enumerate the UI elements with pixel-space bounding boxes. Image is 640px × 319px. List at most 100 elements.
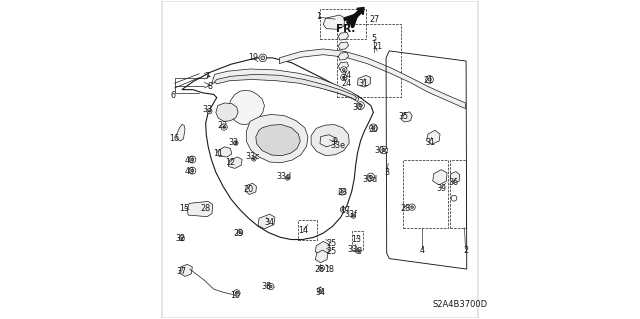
Circle shape	[191, 169, 193, 172]
Polygon shape	[320, 135, 335, 147]
Circle shape	[340, 67, 347, 73]
Text: 32: 32	[175, 234, 186, 243]
Text: 5: 5	[371, 34, 376, 43]
Text: 21: 21	[423, 76, 433, 85]
Text: 21: 21	[372, 42, 383, 51]
Circle shape	[223, 126, 225, 128]
Circle shape	[342, 209, 344, 211]
Circle shape	[189, 167, 196, 174]
Polygon shape	[316, 241, 330, 256]
Circle shape	[339, 189, 346, 195]
Text: 34: 34	[315, 288, 325, 297]
Text: 28: 28	[400, 204, 410, 213]
Polygon shape	[177, 124, 185, 141]
Text: 24: 24	[341, 79, 351, 88]
Circle shape	[411, 206, 413, 208]
Polygon shape	[279, 49, 465, 109]
Polygon shape	[433, 170, 447, 185]
Bar	[403, 160, 448, 228]
Polygon shape	[339, 42, 349, 50]
Circle shape	[253, 158, 255, 160]
Polygon shape	[245, 183, 257, 195]
Text: 36: 36	[449, 178, 458, 187]
Text: 40: 40	[184, 156, 194, 165]
Circle shape	[382, 148, 385, 152]
Text: 1: 1	[316, 12, 321, 21]
Circle shape	[367, 173, 374, 181]
Circle shape	[317, 287, 323, 293]
Polygon shape	[311, 124, 349, 156]
Text: 27: 27	[369, 15, 380, 24]
Circle shape	[234, 141, 238, 145]
Circle shape	[340, 74, 347, 81]
Circle shape	[237, 230, 243, 235]
Text: 30d: 30d	[363, 175, 378, 184]
Text: 40: 40	[184, 167, 194, 176]
Circle shape	[340, 207, 346, 212]
Text: 26: 26	[314, 264, 324, 274]
Circle shape	[342, 69, 345, 71]
Polygon shape	[339, 52, 349, 60]
Bar	[298, 220, 317, 240]
Circle shape	[409, 204, 415, 210]
Circle shape	[261, 56, 265, 60]
Text: 30: 30	[369, 125, 378, 134]
Circle shape	[341, 191, 344, 193]
Text: 33f: 33f	[345, 210, 358, 219]
Circle shape	[451, 196, 457, 201]
Text: 38: 38	[262, 282, 271, 291]
Text: 30: 30	[353, 103, 362, 112]
Text: 25: 25	[326, 247, 336, 256]
Polygon shape	[339, 62, 349, 70]
Polygon shape	[450, 172, 460, 183]
Circle shape	[351, 214, 356, 218]
Bar	[352, 231, 363, 250]
Text: 6: 6	[171, 92, 176, 100]
Bar	[337, 24, 401, 97]
Text: 25: 25	[326, 239, 336, 248]
Polygon shape	[339, 33, 349, 40]
Circle shape	[359, 104, 362, 107]
Polygon shape	[228, 157, 242, 168]
Text: 31: 31	[426, 137, 436, 146]
Polygon shape	[180, 264, 193, 276]
Polygon shape	[323, 15, 345, 29]
Polygon shape	[316, 250, 328, 263]
Text: 29: 29	[233, 229, 243, 238]
Text: 33g: 33g	[348, 245, 362, 254]
Text: 9: 9	[333, 137, 338, 145]
Circle shape	[235, 142, 237, 144]
Text: 18: 18	[324, 264, 335, 274]
Polygon shape	[188, 201, 212, 217]
Circle shape	[189, 156, 196, 163]
Circle shape	[342, 76, 345, 79]
Circle shape	[426, 76, 433, 83]
Bar	[449, 160, 466, 228]
Text: S2A4B3700D: S2A4B3700D	[433, 300, 488, 308]
Polygon shape	[358, 75, 371, 87]
Circle shape	[268, 283, 274, 290]
Circle shape	[209, 110, 211, 112]
Text: 11: 11	[212, 149, 223, 158]
Circle shape	[355, 249, 360, 253]
Circle shape	[259, 54, 267, 62]
Text: 12: 12	[225, 158, 236, 167]
Circle shape	[181, 237, 183, 239]
Text: 37: 37	[177, 267, 187, 276]
Circle shape	[380, 146, 387, 154]
Polygon shape	[401, 112, 412, 122]
Polygon shape	[258, 214, 275, 229]
Circle shape	[319, 289, 321, 291]
Text: 3: 3	[384, 168, 389, 177]
Polygon shape	[216, 103, 238, 122]
Circle shape	[428, 78, 431, 81]
Text: 23: 23	[337, 188, 348, 197]
Text: 2: 2	[463, 246, 468, 255]
Text: 19: 19	[248, 53, 259, 62]
Text: 4: 4	[419, 246, 424, 255]
Circle shape	[356, 250, 358, 252]
Circle shape	[369, 175, 372, 179]
Circle shape	[207, 109, 212, 114]
Text: 8: 8	[208, 82, 213, 91]
Bar	[320, 9, 366, 39]
